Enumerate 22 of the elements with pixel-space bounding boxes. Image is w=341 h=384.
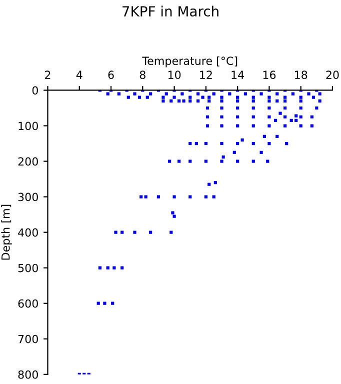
- y-axis-title: Depth [m]: [1, 204, 12, 260]
- y-tick-label: 300: [18, 192, 38, 202]
- x-tick-label: 8: [140, 70, 146, 80]
- chart-title: 7KPF in March: [122, 6, 218, 17]
- x-tick-label: 14: [232, 70, 244, 79]
- y-tick-label: 500: [18, 264, 38, 272]
- x-tick-label: 20: [326, 70, 339, 80]
- x-tick-label: 10: [168, 70, 181, 80]
- x-tick-label: 6: [108, 70, 114, 80]
- y-tick-label: 100: [18, 122, 38, 130]
- x-tick-label: 16: [263, 70, 276, 80]
- y-tick-label: 600: [18, 299, 38, 308]
- y-tick-label: 0: [32, 86, 38, 95]
- y-tick-label: 200: [18, 157, 38, 166]
- y-tick-label: 800: [18, 370, 38, 379]
- x-tick-label: 12: [200, 70, 212, 79]
- x-tick-label: 2: [45, 70, 50, 79]
- y-tick-label: 700: [18, 334, 38, 344]
- y-tick-label: 400: [18, 228, 38, 237]
- x-tick-label: 18: [294, 70, 308, 80]
- x-axis-title: Temperature [°C]: [142, 56, 238, 68]
- x-tick-label: 4: [76, 70, 82, 79]
